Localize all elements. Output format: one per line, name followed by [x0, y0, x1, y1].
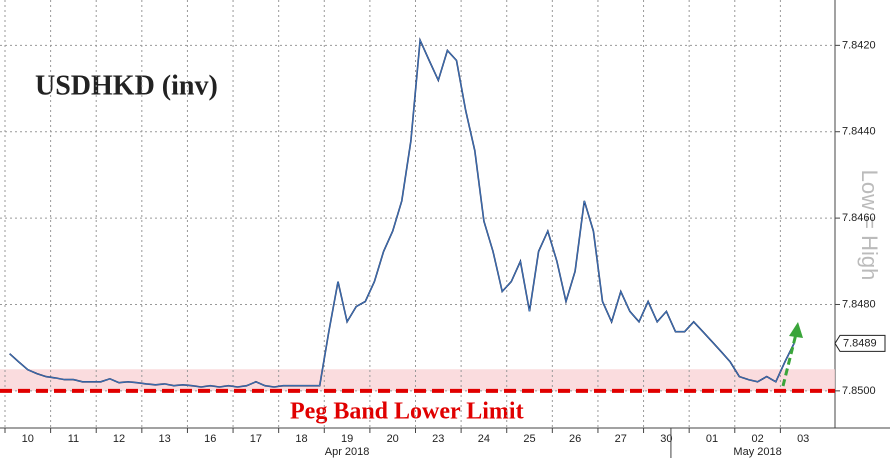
x-tick-label: 16 — [204, 433, 216, 445]
arrow-head — [789, 322, 803, 338]
x-tick-label: 19 — [341, 433, 353, 445]
axis-note: Low = High — [857, 170, 882, 281]
chart-title: USDHKD (inv) — [35, 70, 218, 101]
price-line-highlight — [9, 39, 795, 388]
x-tick-label: 25 — [523, 433, 535, 445]
x-tick-label: 23 — [432, 433, 444, 445]
last-value-box — [834, 334, 886, 352]
x-tick-label: 03 — [797, 433, 809, 445]
x-tick-label: 30 — [660, 433, 672, 445]
x-tick-label: 26 — [569, 433, 581, 445]
x-tick-label: 13 — [159, 433, 171, 445]
x-tick-label: 17 — [250, 433, 262, 445]
y-tick-label: 7.8420 — [842, 39, 876, 51]
peg-band — [0, 369, 835, 391]
y-tick-label: 7.8460 — [842, 212, 876, 224]
arrow-shaft — [781, 333, 798, 387]
last-value-label: 7.8489 — [843, 337, 877, 349]
y-tick-label: 7.8480 — [842, 298, 876, 310]
x-tick-label: 27 — [615, 433, 627, 445]
period-label: Apr 2018 — [325, 446, 370, 458]
x-tick-label: 24 — [478, 433, 490, 445]
y-tick-label: 7.8440 — [842, 126, 876, 138]
x-tick-label: 12 — [113, 433, 125, 445]
y-tick-label: 7.8500 — [842, 385, 876, 397]
peg-label: Peg Band Lower Limit — [290, 399, 524, 425]
x-tick-label: 11 — [68, 433, 79, 445]
x-tick-label: 01 — [706, 433, 718, 445]
x-tick-label: 20 — [387, 433, 399, 445]
x-tick-label: 18 — [295, 433, 307, 445]
x-tick-label: 10 — [22, 433, 34, 445]
x-tick-label: 02 — [751, 433, 763, 445]
period-label: May 2018 — [733, 446, 781, 458]
